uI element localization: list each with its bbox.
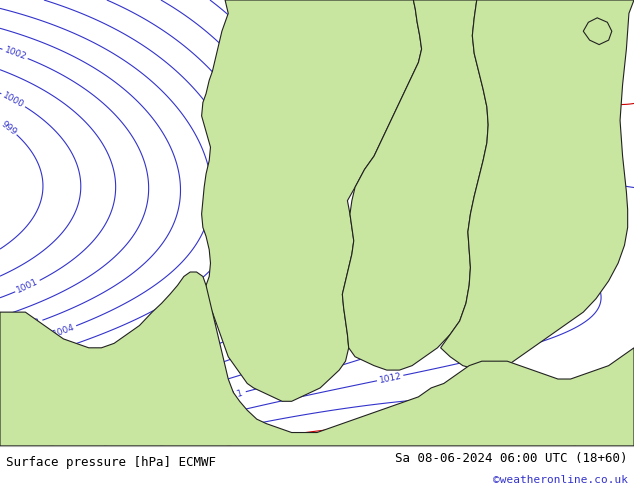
Text: 1005: 1005 (32, 346, 57, 362)
Text: 1000: 1000 (1, 91, 25, 109)
Text: 1013: 1013 (491, 104, 514, 127)
Text: 1009: 1009 (68, 399, 93, 414)
Polygon shape (441, 0, 634, 370)
Text: 1006: 1006 (13, 368, 38, 383)
Text: 1003: 1003 (17, 317, 42, 333)
Text: 1012: 1012 (378, 371, 402, 385)
Text: 1007: 1007 (71, 367, 95, 382)
Polygon shape (0, 272, 634, 446)
Text: Surface pressure [hPa] ECMWF: Surface pressure [hPa] ECMWF (6, 456, 216, 469)
Text: 1004: 1004 (51, 322, 76, 339)
Text: 1001: 1001 (15, 277, 40, 295)
Text: 1013: 1013 (228, 420, 252, 434)
Polygon shape (202, 0, 422, 401)
Text: Sa 08-06-2024 06:00 UTC (18+60): Sa 08-06-2024 06:00 UTC (18+60) (395, 452, 628, 465)
Text: 1014: 1014 (552, 75, 576, 96)
Polygon shape (583, 18, 612, 45)
Text: 1008: 1008 (30, 394, 55, 409)
Text: ©weatheronline.co.uk: ©weatheronline.co.uk (493, 475, 628, 485)
Text: 1011: 1011 (221, 388, 245, 402)
Text: 1014: 1014 (264, 431, 287, 443)
Text: 1002: 1002 (3, 46, 27, 62)
Text: 1010: 1010 (46, 420, 70, 436)
Text: 999: 999 (0, 119, 18, 137)
Polygon shape (342, 0, 488, 370)
